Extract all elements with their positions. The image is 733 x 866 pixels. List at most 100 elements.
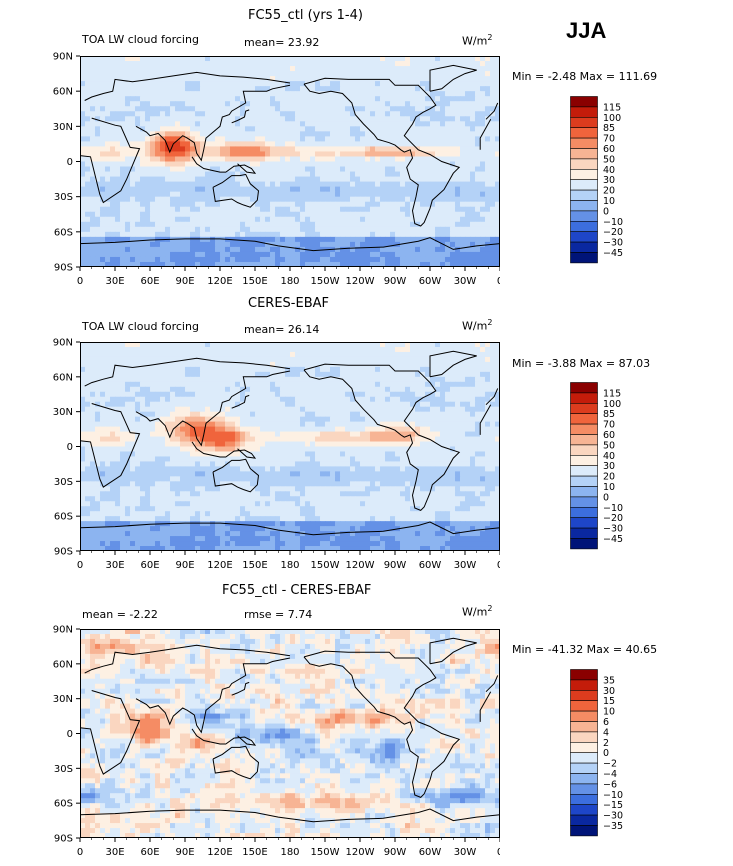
- lon-tick-label: 120W: [346, 847, 375, 858]
- colorbar-swatch: [570, 127, 598, 139]
- colorbar-swatch: [570, 116, 598, 128]
- colorbar-tick-label: −35: [603, 821, 623, 832]
- lon-tick-label: 0: [77, 276, 83, 287]
- season-label: JJA: [566, 18, 607, 43]
- colorbar-swatch: [570, 825, 598, 837]
- colorbar-tick-label: 2: [603, 738, 609, 749]
- lat-tick-label: 30S: [54, 764, 73, 775]
- lon-tick-label: 150E: [242, 560, 267, 571]
- lon-tick-label: 120W: [346, 276, 375, 287]
- colorbar-tick-label: 85: [603, 409, 615, 420]
- lon-tick-label: 180: [280, 560, 299, 571]
- lon-tick-label: 0: [497, 276, 500, 287]
- lat-tick-label: 60N: [53, 87, 73, 98]
- panel-2-units: W/m2: [462, 318, 493, 333]
- panel-3-minmax: Min = -41.32 Max = 40.65: [512, 643, 658, 656]
- colorbar-tick-label: 70: [603, 134, 615, 145]
- colorbar-tick-label: 0: [603, 492, 609, 503]
- panel-2-axes: 90N 60N 30N 0 30S 60S 90S 0 30E 60E 90E 120E 150E 180…: [53, 338, 500, 571]
- lon-tick-label: 30E: [105, 847, 124, 858]
- colorbar-tick-label: −30: [603, 524, 623, 535]
- panel-3-left-label: mean = -2.22: [82, 608, 158, 621]
- colorbar-swatch: [570, 221, 598, 233]
- lon-tick-label: 0: [77, 560, 83, 571]
- lon-tick-label: 90W: [384, 276, 407, 287]
- lat-tick-label: 90S: [54, 263, 73, 274]
- lon-tick-label: 30E: [105, 276, 124, 287]
- colorbar-tick-label: 70: [603, 420, 615, 431]
- colorbar-swatch: [570, 169, 598, 181]
- colorbar-swatch: [570, 200, 598, 212]
- lat-tick-label: 60S: [54, 799, 73, 810]
- colorbar-swatch: [570, 721, 598, 733]
- colorbar-tick-label: 4: [603, 727, 609, 738]
- colorbar-swatch: [570, 475, 598, 487]
- colorbar-tick-label: 35: [603, 675, 615, 686]
- lon-tick-label: 150W: [311, 560, 340, 571]
- colorbar-tick-label: −2: [603, 759, 617, 770]
- colorbar-swatch: [570, 742, 598, 754]
- lon-tick-label: 60E: [140, 847, 159, 858]
- lat-tick-label: 90S: [54, 547, 73, 558]
- colorbar-swatch: [570, 96, 598, 108]
- lon-tick-label: 90W: [384, 847, 407, 858]
- colorbar-swatch: [570, 710, 598, 722]
- lat-tick-label: 60S: [54, 512, 73, 523]
- colorbar-tick-label: 60: [603, 144, 615, 155]
- lon-tick-label: 0: [77, 847, 83, 858]
- colorbar-swatch: [570, 773, 598, 785]
- lon-tick-label: 120E: [207, 560, 232, 571]
- lat-tick-label: 90N: [53, 338, 73, 349]
- lon-tick-label: 30W: [454, 847, 477, 858]
- panel-3-title: FC55_ctl - CERES-EBAF: [222, 583, 372, 598]
- colorbar-tick-label: −10: [603, 217, 623, 228]
- colorbar-tick-label: 15: [603, 696, 615, 707]
- panel-1-minmax: Min = -2.48 Max = 111.69: [512, 70, 658, 83]
- colorbar-swatch: [570, 455, 598, 467]
- lon-tick-label: 60W: [419, 560, 442, 571]
- lat-tick-label: 0: [67, 729, 73, 740]
- colorbar-swatch: [570, 106, 598, 118]
- colorbar-tick-label: 60: [603, 430, 615, 441]
- panel-3-units: W/m2: [462, 604, 493, 619]
- lat-tick-label: 30S: [54, 192, 73, 203]
- lat-tick-label: 30N: [53, 407, 73, 418]
- lat-tick-label: 90N: [53, 52, 73, 63]
- lat-tick-label: 30N: [53, 122, 73, 133]
- lat-tick-label: 0: [67, 442, 73, 453]
- colorbar-tick-label: −20: [603, 227, 623, 238]
- colorbar-tick-label: 115: [603, 388, 621, 399]
- colorbar-swatch: [570, 752, 598, 764]
- colorbar-tick-label: −15: [603, 800, 623, 811]
- colorbar-swatch: [570, 669, 598, 681]
- lon-tick-label: 90W: [384, 560, 407, 571]
- colorbar-tick-label: 100: [603, 113, 621, 124]
- lat-tick-label: 60S: [54, 227, 73, 238]
- panel-1-axes: 90N 60N 30N 0 30S 60S 90S 0 30E 60E 90E 120E 150E 180…: [53, 52, 500, 287]
- colorbar-swatch: [570, 527, 598, 539]
- colorbar-tick-label: 20: [603, 186, 615, 197]
- colorbar-tick-label: 100: [603, 399, 621, 410]
- colorbar-tick-label: 10: [603, 482, 615, 493]
- colorbar-swatch: [570, 700, 598, 712]
- colorbar-tick-label: −4: [603, 769, 617, 780]
- colorbar-swatch: [570, 814, 598, 826]
- panel-3-axes: 90N 60N 30N 0 30S 60S 90S 0 30E 60E 90E 120E 150E 180…: [53, 625, 500, 858]
- lon-tick-label: 120E: [207, 276, 232, 287]
- colorbar-tick-label: 40: [603, 451, 615, 462]
- colorbar-swatch: [570, 402, 598, 414]
- colorbar-swatch: [570, 241, 598, 253]
- colorbar-tick-label: 85: [603, 123, 615, 134]
- lat-tick-label: 30N: [53, 694, 73, 705]
- colorbar-tick-label: −45: [603, 248, 623, 259]
- colorbar-swatch: [570, 210, 598, 222]
- colorbar-swatch: [570, 731, 598, 743]
- panel-1-units: W/m2: [462, 33, 493, 48]
- lat-tick-label: 60N: [53, 372, 73, 383]
- colorbar-tick-label: −45: [603, 534, 623, 545]
- lat-tick-label: 60N: [53, 659, 73, 670]
- colorbar-swatch: [570, 762, 598, 774]
